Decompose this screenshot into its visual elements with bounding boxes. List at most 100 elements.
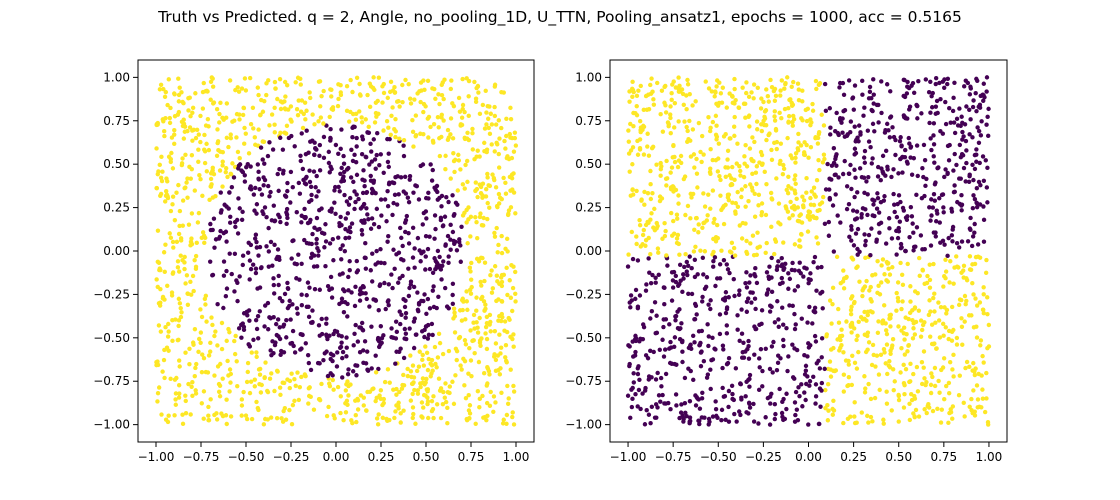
scatter-point bbox=[252, 377, 258, 382]
scatter-point bbox=[633, 287, 639, 293]
scatter-point bbox=[742, 154, 747, 159]
scatter-point bbox=[836, 306, 841, 312]
scatter-point bbox=[353, 160, 359, 165]
scatter-point bbox=[755, 230, 760, 235]
scatter-point bbox=[239, 86, 245, 91]
scatter-point bbox=[348, 175, 354, 180]
scatter-point bbox=[375, 337, 381, 342]
scatter-point bbox=[198, 340, 203, 345]
scatter-point bbox=[869, 362, 875, 368]
scatter-point bbox=[732, 76, 737, 82]
scatter-point bbox=[473, 421, 478, 426]
scatter-point bbox=[420, 352, 425, 358]
scatter-point bbox=[413, 421, 418, 426]
scatter-point bbox=[277, 257, 282, 262]
scatter-point bbox=[317, 168, 323, 173]
scatter-point bbox=[360, 190, 366, 196]
scatter-point bbox=[170, 271, 176, 276]
scatter-point bbox=[190, 273, 196, 279]
scatter-point bbox=[484, 346, 490, 352]
scatter-point bbox=[943, 99, 948, 105]
scatter-point bbox=[652, 206, 657, 212]
scatter-point bbox=[450, 193, 455, 198]
scatter-point bbox=[404, 213, 410, 219]
scatter-point bbox=[191, 288, 196, 294]
scatter-point bbox=[299, 131, 304, 136]
scatter-point bbox=[929, 322, 935, 327]
scatter-point bbox=[951, 120, 957, 125]
scatter-point bbox=[723, 165, 728, 170]
scatter-point bbox=[916, 78, 921, 84]
scatter-point bbox=[163, 325, 168, 330]
scatter-point bbox=[725, 148, 731, 153]
scatter-point bbox=[165, 179, 170, 184]
scatter-point bbox=[177, 301, 183, 306]
scatter-point bbox=[685, 203, 691, 209]
scatter-point bbox=[790, 303, 795, 309]
scatter-point bbox=[263, 360, 268, 365]
scatter-point bbox=[943, 167, 948, 172]
scatter-point bbox=[786, 113, 792, 119]
scatter-point bbox=[298, 109, 304, 114]
scatter-point bbox=[778, 158, 783, 164]
scatter-point bbox=[865, 330, 871, 335]
scatter-point bbox=[958, 176, 963, 181]
scatter-point bbox=[863, 207, 868, 212]
scatter-point bbox=[690, 127, 696, 132]
scatter-point bbox=[744, 90, 749, 96]
scatter-point bbox=[715, 169, 721, 174]
scatter-point bbox=[172, 127, 177, 133]
scatter-point bbox=[327, 170, 332, 175]
scatter-point bbox=[511, 332, 516, 337]
scatter-point bbox=[921, 174, 926, 180]
scatter-point bbox=[338, 146, 343, 152]
scatter-point bbox=[812, 305, 818, 310]
scatter-point bbox=[166, 77, 171, 82]
scatter-point bbox=[202, 160, 208, 166]
scatter-point bbox=[678, 153, 684, 159]
scatter-point bbox=[668, 406, 673, 412]
scatter-point bbox=[286, 107, 291, 112]
scatter-point bbox=[378, 282, 383, 287]
scatter-point bbox=[786, 119, 791, 124]
scatter-point bbox=[329, 209, 334, 214]
scatter-point bbox=[794, 407, 800, 412]
scatter-point bbox=[185, 128, 190, 134]
scatter-point bbox=[856, 139, 861, 144]
scatter-point bbox=[809, 189, 814, 194]
scatter-point bbox=[341, 169, 347, 175]
scatter-point bbox=[750, 233, 756, 238]
scatter-point bbox=[282, 79, 288, 85]
y-tick-label: 1.00 bbox=[103, 70, 130, 84]
scatter-point bbox=[405, 366, 410, 372]
scatter-point bbox=[356, 196, 361, 202]
scatter-point bbox=[684, 259, 689, 265]
scatter-point bbox=[386, 151, 391, 156]
scatter-point bbox=[950, 224, 956, 230]
scatter-point bbox=[492, 264, 498, 269]
scatter-point bbox=[408, 101, 414, 106]
scatter-point bbox=[911, 371, 916, 377]
scatter-point bbox=[230, 119, 235, 124]
scatter-point bbox=[480, 255, 485, 261]
scatter-point bbox=[200, 230, 206, 235]
scatter-point bbox=[753, 326, 758, 332]
scatter-point bbox=[425, 296, 431, 302]
scatter-point bbox=[482, 278, 487, 284]
scatter-point bbox=[341, 178, 347, 184]
scatter-point bbox=[801, 274, 806, 279]
scatter-point bbox=[332, 200, 337, 205]
scatter-point bbox=[401, 137, 407, 143]
scatter-point bbox=[508, 116, 514, 122]
scatter-point bbox=[813, 382, 819, 387]
scatter-point bbox=[223, 294, 229, 299]
scatter-point bbox=[458, 363, 463, 368]
scatter-point bbox=[511, 389, 517, 394]
scatter-point bbox=[637, 377, 642, 383]
scatter-point bbox=[856, 319, 861, 324]
scatter-point bbox=[350, 420, 355, 426]
scatter-point bbox=[717, 312, 723, 317]
scatter-point bbox=[510, 308, 515, 314]
scatter-point bbox=[358, 393, 364, 398]
scatter-point bbox=[176, 395, 182, 400]
